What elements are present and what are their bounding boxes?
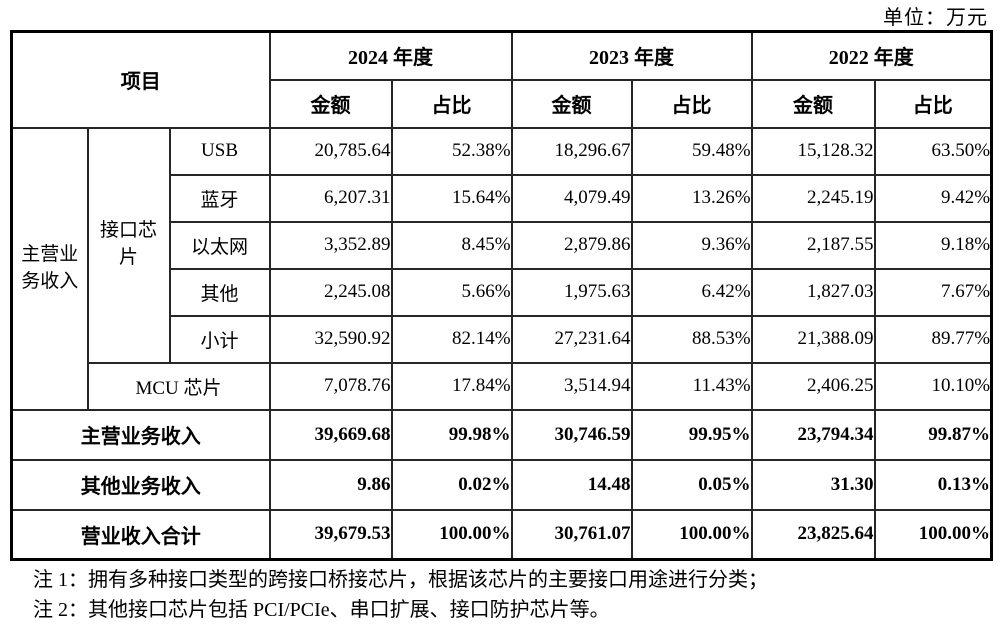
amount-cell: 18,296.67 <box>510 126 633 176</box>
amount-cell: 27,231.64 <box>510 314 633 364</box>
row-label: 蓝牙 <box>168 173 271 223</box>
ratio-cell: 6.42% <box>630 267 753 317</box>
amount-cell: 4,079.49 <box>510 173 633 223</box>
amount-cell: 2,406.25 <box>750 361 876 411</box>
table-row-mcu: MCU 芯片 7,078.76 17.84% 3,514.94 11.43% 2… <box>12 361 993 411</box>
header-item: 项目 <box>10 30 271 129</box>
amount-cell: 31.30 <box>750 458 876 511</box>
amount-cell: 2,187.55 <box>750 220 876 270</box>
header-amount-2023: 金额 <box>510 78 633 129</box>
ratio-cell: 7.67% <box>873 267 993 317</box>
amount-cell: 30,761.07 <box>510 508 633 561</box>
summary-label: 营业收入合计 <box>10 508 271 561</box>
ratio-cell: 11.43% <box>630 361 753 411</box>
amount-cell: 39,669.68 <box>268 408 393 461</box>
ratio-cell: 13.26% <box>630 173 753 223</box>
ratio-cell: 100.00% <box>630 508 753 561</box>
header-ratio-2023: 占比 <box>630 78 753 129</box>
ratio-cell: 82.14% <box>390 314 513 364</box>
header-year-2023: 2023 年度 <box>510 30 753 81</box>
row-label: 其他 <box>168 267 271 317</box>
table-row-bluetooth: 蓝牙 6,207.31 15.64% 4,079.49 13.26% 2,245… <box>12 173 993 223</box>
amount-cell: 30,746.59 <box>510 408 633 461</box>
amount-cell: 21,388.09 <box>750 314 876 364</box>
ratio-cell: 10.10% <box>873 361 993 411</box>
amount-cell: 39,679.53 <box>268 508 393 561</box>
amount-cell: 15,128.32 <box>750 126 876 176</box>
table-row-ethernet: 以太网 3,352.89 8.45% 2,879.86 9.36% 2,187.… <box>12 220 993 270</box>
unit-label: 单位：万元 <box>883 7 988 29</box>
amount-cell: 23,825.64 <box>750 508 876 561</box>
amount-cell: 14.48 <box>510 458 633 511</box>
header-amount-2022: 金额 <box>750 78 876 129</box>
ratio-cell: 0.05% <box>630 458 753 511</box>
ratio-cell: 100.00% <box>873 508 993 561</box>
ratio-cell: 15.64% <box>390 173 513 223</box>
amount-cell: 23,794.34 <box>750 408 876 461</box>
revenue-table: 项目 2024 年度 2023 年度 2022 年度 金额 占比 金额 占比 金… <box>10 30 994 561</box>
table-row-grand-total: 营业收入合计 39,679.53 100.00% 30,761.07 100.0… <box>10 508 993 561</box>
amount-cell: 7,078.76 <box>268 361 393 411</box>
header-amount-2024: 金额 <box>268 78 393 129</box>
table-row-other-revenue: 其他业务收入 9.86 0.02% 14.48 0.05% 31.30 0.13… <box>10 458 993 511</box>
table-row-main-revenue-total: 主营业务收入 39,669.68 99.98% 30,746.59 99.95%… <box>10 408 993 461</box>
footnotes: 注 1：拥有多种接口类型的跨接口桥接芯片，根据该芯片的主要接口用途进行分类； 注… <box>33 565 768 625</box>
category-main-business: 主营业 务收入 <box>10 126 89 411</box>
amount-cell: 2,879.86 <box>510 220 633 270</box>
summary-label: 其他业务收入 <box>10 458 271 511</box>
ratio-cell: 9.18% <box>873 220 993 270</box>
header-year-2022: 2022 年度 <box>750 30 993 81</box>
row-label-mcu: MCU 芯片 <box>86 361 271 411</box>
ratio-cell: 17.84% <box>390 361 513 411</box>
ratio-cell: 89.77% <box>873 314 993 364</box>
footnote-1: 注 1：拥有多种接口类型的跨接口桥接芯片，根据该芯片的主要接口用途进行分类； <box>33 569 768 591</box>
ratio-cell: 63.50% <box>873 126 993 176</box>
table-row-subtotal: 小计 32,590.92 82.14% 27,231.64 88.53% 21,… <box>12 314 993 364</box>
amount-cell: 3,352.89 <box>268 220 393 270</box>
ratio-cell: 99.98% <box>390 408 513 461</box>
amount-cell: 20,785.64 <box>268 126 393 176</box>
ratio-cell: 99.87% <box>873 408 993 461</box>
amount-cell: 6,207.31 <box>268 173 393 223</box>
amount-cell: 32,590.92 <box>268 314 393 364</box>
header-row-metrics: 金额 占比 金额 占比 金额 占比 <box>12 78 993 129</box>
amount-cell: 1,975.63 <box>510 267 633 317</box>
row-label: 以太网 <box>168 220 271 270</box>
ratio-cell: 52.38% <box>390 126 513 176</box>
footnote-2: 注 2：其他接口芯片包括 PCI/PCIe、串口扩展、接口防护芯片等。 <box>33 599 610 621</box>
table-row-usb: 主营业 务收入 接口芯 片 USB 20,785.64 52.38% 18,29… <box>10 126 993 411</box>
header-ratio-2024: 占比 <box>390 78 513 129</box>
row-label: 小计 <box>168 314 271 364</box>
ratio-cell: 5.66% <box>390 267 513 317</box>
ratio-cell: 9.36% <box>630 220 753 270</box>
row-label: USB <box>168 126 271 176</box>
amount-cell: 9.86 <box>268 458 393 511</box>
ratio-cell: 88.53% <box>630 314 753 364</box>
table-row-other: 其他 2,245.08 5.66% 1,975.63 6.42% 1,827.0… <box>12 267 993 317</box>
summary-label: 主营业务收入 <box>10 408 271 461</box>
header-row-years: 项目 2024 年度 2023 年度 2022 年度 <box>10 30 993 129</box>
category-interface-chip: 接口芯 片 <box>86 126 171 364</box>
ratio-cell: 8.45% <box>390 220 513 270</box>
ratio-cell: 0.02% <box>390 458 513 511</box>
header-ratio-2022: 占比 <box>873 78 993 129</box>
ratio-cell: 100.00% <box>390 508 513 561</box>
amount-cell: 3,514.94 <box>510 361 633 411</box>
amount-cell: 2,245.19 <box>750 173 876 223</box>
amount-cell: 2,245.08 <box>268 267 393 317</box>
ratio-cell: 99.95% <box>630 408 753 461</box>
header-year-2024: 2024 年度 <box>268 30 513 81</box>
amount-cell: 1,827.03 <box>750 267 876 317</box>
ratio-cell: 59.48% <box>630 126 753 176</box>
ratio-cell: 0.13% <box>873 458 993 511</box>
ratio-cell: 9.42% <box>873 173 993 223</box>
